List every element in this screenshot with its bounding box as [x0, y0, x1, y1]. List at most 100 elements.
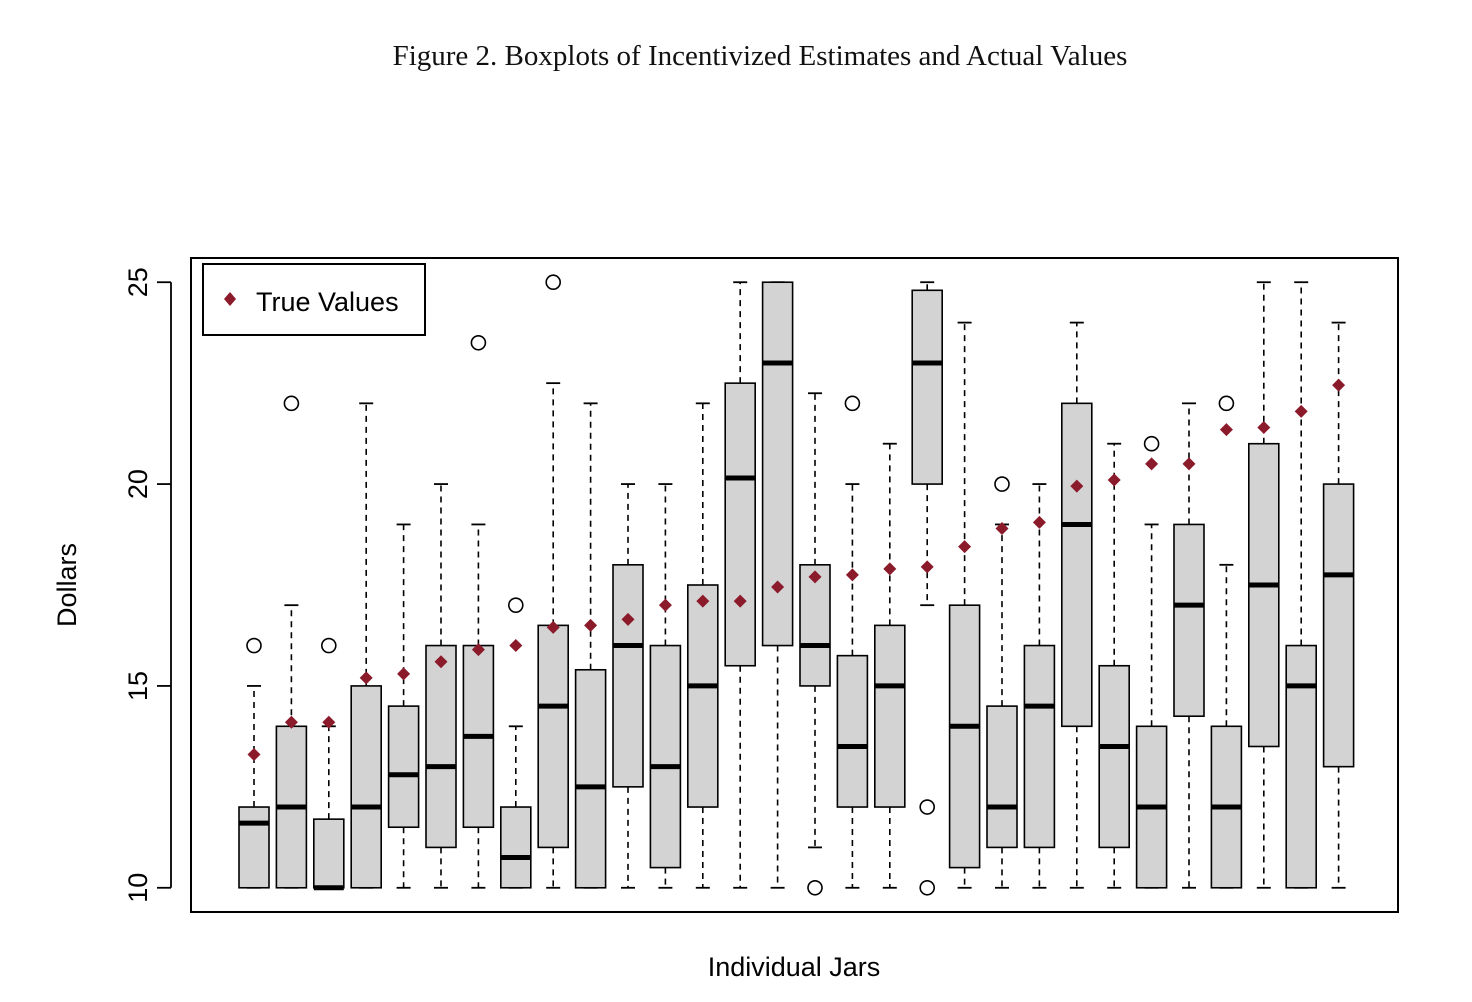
true-value-marker: [995, 521, 1009, 535]
legend-diamond-marker: [224, 292, 236, 306]
true-value-marker: [1332, 378, 1346, 392]
iqr-box: [387, 705, 420, 829]
outlier-point: [470, 334, 487, 351]
iqr-box: [911, 289, 944, 485]
iqr-box: [499, 806, 532, 889]
true-value-marker: [621, 612, 635, 626]
true-value-marker: [397, 667, 411, 681]
jar-boxplot: [948, 321, 981, 889]
true-value-marker: [434, 655, 448, 669]
legend-box: [202, 263, 426, 336]
iqr-box: [1322, 483, 1355, 768]
outlier-point: [919, 879, 936, 896]
jar-boxplot: [1322, 321, 1355, 889]
true-value-marker: [322, 715, 336, 729]
iqr-box: [724, 382, 757, 667]
jar-boxplot: [686, 402, 719, 889]
legend-label: True Values: [256, 287, 399, 317]
true-value-marker: [1145, 457, 1159, 471]
outlier-point: [807, 879, 823, 896]
jar-boxplot: [799, 392, 831, 896]
y-tick-label: 10: [123, 873, 153, 903]
true-value-marker: [1219, 423, 1233, 437]
outlier-point: [246, 637, 262, 654]
true-value-marker: [920, 560, 934, 574]
true-value-marker: [546, 620, 560, 634]
true-value-marker: [658, 598, 672, 612]
true-value-marker: [1107, 473, 1121, 487]
true-value-marker: [1032, 515, 1046, 529]
iqr-box: [649, 644, 682, 869]
plot-frame: [190, 257, 1399, 913]
iqr-box: [948, 604, 981, 869]
iqr-box: [1023, 644, 1056, 849]
jar-boxplot: [873, 442, 906, 889]
jar-boxplot: [1023, 483, 1056, 889]
jar-boxplot: [761, 281, 794, 889]
jar-boxplot: [350, 402, 383, 889]
outlier-point: [545, 274, 562, 291]
iqr-box: [350, 685, 383, 889]
figure-title: Figure 2. Boxplots of Incentivized Estim…: [392, 40, 1128, 72]
true-value-marker: [771, 580, 785, 594]
true-value-marker: [696, 594, 710, 608]
boxes-group: [238, 274, 1355, 896]
jar-boxplot: [836, 395, 869, 889]
true-value-marker: [958, 540, 972, 554]
jar-boxplot: [911, 281, 944, 896]
jar-boxplot: [1135, 435, 1168, 889]
jar-boxplot: [425, 483, 457, 889]
iqr-box: [1248, 442, 1280, 748]
true-value-marker: [247, 748, 261, 762]
iqr-box: [836, 654, 869, 808]
jar-boxplot: [1285, 281, 1317, 889]
y-axis-label: Dollars: [52, 543, 82, 627]
iqr-box: [574, 668, 607, 889]
iqr-box: [873, 624, 906, 808]
true-value-marker: [509, 639, 523, 653]
outlier-point: [507, 597, 524, 613]
iqr-box: [425, 644, 457, 849]
outlier-point: [320, 637, 337, 654]
jar-boxplot: [1098, 442, 1130, 889]
true-value-marker: [883, 562, 897, 576]
true-value-marker: [1070, 479, 1084, 493]
jar-boxplot: [238, 637, 270, 889]
jar-boxplot: [574, 402, 607, 889]
jar-boxplot: [612, 483, 644, 889]
true-value-marker: [284, 715, 298, 729]
outlier-point: [1143, 435, 1160, 452]
jar-boxplot: [649, 483, 682, 889]
jar-boxplot: [1173, 402, 1205, 889]
outlier-point: [283, 395, 300, 412]
iqr-box: [799, 564, 831, 687]
jar-boxplot: [986, 476, 1018, 889]
true-value-marker: [1294, 404, 1308, 418]
outlier-point: [844, 395, 861, 412]
y-axis: 10 15 20 25: [123, 267, 172, 903]
true-value-marker: [584, 618, 598, 632]
true-value-marker: [359, 671, 373, 685]
jar-boxplot: [1061, 321, 1093, 889]
outlier-point: [1218, 395, 1235, 412]
true-value-marker: [1182, 457, 1196, 471]
iqr-box: [312, 818, 345, 889]
iqr-box: [1173, 523, 1205, 718]
iqr-box: [238, 806, 270, 889]
iqr-box: [1285, 644, 1317, 889]
iqr-box: [686, 584, 719, 808]
true-value-marker: [845, 568, 859, 582]
outlier-point: [919, 799, 936, 815]
iqr-box: [986, 705, 1018, 849]
jar-boxplot: [275, 395, 308, 889]
y-tick-label: 15: [123, 671, 153, 701]
jar-boxplot: [499, 597, 532, 889]
iqr-box: [537, 624, 570, 849]
iqr-box: [612, 564, 644, 788]
y-tick-label: 25: [123, 267, 153, 297]
jar-boxplot: [462, 334, 495, 889]
iqr-box: [1061, 402, 1093, 728]
jar-boxplot: [724, 281, 757, 889]
true-value-marker: [1257, 421, 1271, 435]
